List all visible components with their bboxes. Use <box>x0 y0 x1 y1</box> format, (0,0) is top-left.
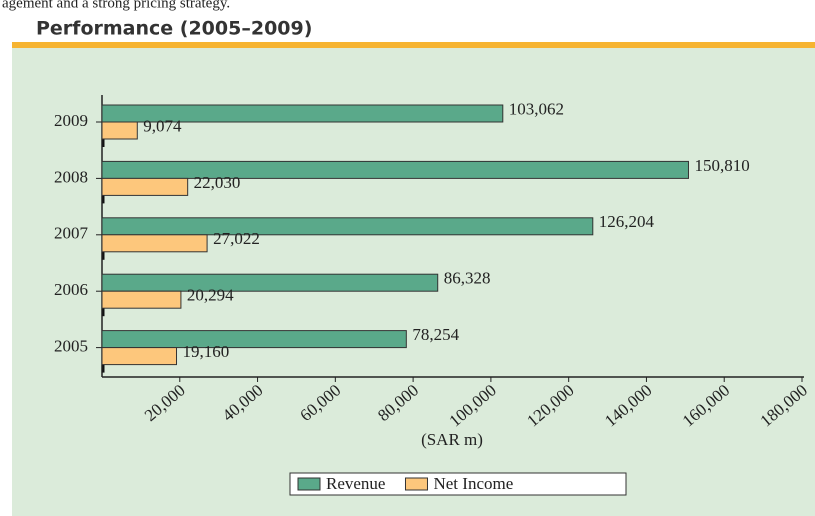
bar <box>101 177 189 196</box>
panel <box>12 12 815 516</box>
legend-swatch <box>297 477 321 491</box>
value-label: 126,204 <box>599 212 655 231</box>
legend-label: Revenue <box>326 474 385 493</box>
x-axis-label: (SAR m) <box>421 430 483 449</box>
value-label: 86,328 <box>444 269 491 288</box>
bar <box>101 347 178 366</box>
legend-label: Net Income <box>433 474 513 493</box>
bar <box>101 330 407 349</box>
y-tick-label: 2008 <box>54 167 88 186</box>
value-label: 9,074 <box>143 116 182 135</box>
bar <box>101 160 689 179</box>
value-label: 103,062 <box>509 99 564 118</box>
bar <box>101 121 138 140</box>
value-label: 22,030 <box>194 173 241 192</box>
value-label: 150,810 <box>694 156 749 175</box>
y-tick-label: 2007 <box>54 224 89 243</box>
bar <box>101 273 439 292</box>
value-label: 27,022 <box>213 229 260 248</box>
chart-title: Performance (2005–2009) <box>36 18 312 40</box>
y-tick-label: 2006 <box>54 280 88 299</box>
top-text: agement and a strong pricing strategy. <box>2 0 230 11</box>
bar <box>101 217 594 236</box>
value-label: 20,294 <box>187 286 234 305</box>
bar <box>101 290 182 309</box>
legend-swatch <box>404 477 428 491</box>
y-tick-label: 2009 <box>54 111 88 130</box>
value-label: 78,254 <box>412 325 459 344</box>
title-rule <box>12 42 815 48</box>
value-label: 19,160 <box>183 342 230 361</box>
bar <box>101 234 208 253</box>
title-band <box>12 12 815 42</box>
y-tick-label: 2005 <box>54 337 88 356</box>
legend <box>289 472 627 496</box>
bar <box>101 104 504 123</box>
